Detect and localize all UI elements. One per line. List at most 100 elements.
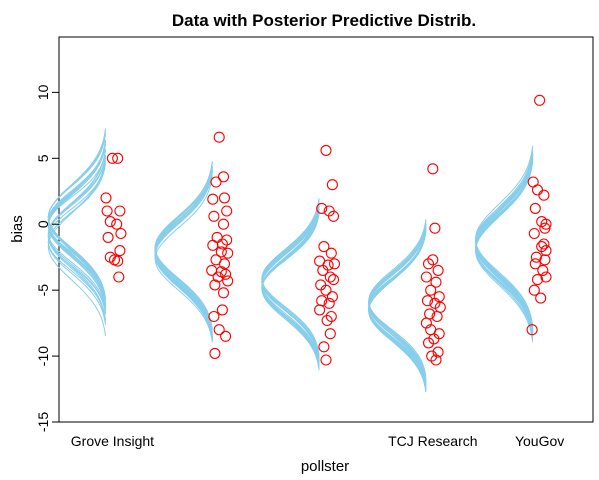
data-point (426, 350, 438, 362)
posterior-curves (47, 128, 534, 393)
posterior-curve (261, 206, 320, 369)
data-point (531, 184, 544, 196)
x-tick-label: TCJ Research (388, 433, 477, 449)
posterior-curve (154, 170, 213, 341)
data-point (217, 171, 230, 183)
data-point (528, 227, 540, 240)
data-point (420, 271, 432, 283)
y-tick-label: -5 (35, 284, 51, 297)
posterior-curve (47, 134, 106, 300)
data-point (430, 354, 442, 366)
posterior-curve (474, 154, 534, 330)
data-point (427, 163, 439, 175)
data-point (222, 247, 234, 259)
data-point (216, 304, 228, 316)
posterior-curve (154, 167, 213, 334)
posterior-curve (474, 159, 534, 343)
data-point (317, 264, 329, 276)
data-point (421, 295, 434, 307)
data-point (212, 271, 224, 283)
y-tick-label: -10 (35, 346, 51, 366)
data-point (538, 189, 550, 201)
data-point (432, 264, 444, 276)
data-point (210, 176, 222, 188)
posterior-curve (261, 198, 320, 361)
data-point (221, 234, 233, 246)
y-tick-label: -15 (35, 412, 51, 432)
posterior-curve (47, 163, 106, 321)
data-point (208, 310, 220, 323)
y-tick-label: 5 (35, 154, 51, 162)
data-point (432, 346, 444, 358)
data-point (207, 239, 219, 251)
data-point (540, 271, 552, 283)
data-point (215, 246, 227, 258)
data-point (539, 222, 551, 234)
data-point (101, 205, 113, 217)
posterior-curve (154, 166, 213, 330)
data-point (315, 279, 327, 291)
data-point (112, 255, 124, 267)
data-point (208, 210, 220, 222)
data-point (324, 328, 336, 340)
posterior-curve (368, 223, 427, 381)
data-point (529, 258, 541, 270)
data-point (323, 297, 335, 309)
y-tick-label: 0 (35, 220, 51, 228)
data-point (320, 354, 332, 366)
data-point (537, 264, 549, 276)
data-points (100, 94, 552, 366)
data-point (430, 276, 442, 288)
data-point (209, 279, 221, 291)
data-point (217, 218, 230, 230)
data-point (318, 241, 330, 253)
data-point (325, 310, 337, 323)
posterior-curve (261, 201, 320, 355)
data-point (540, 245, 552, 257)
data-point (528, 284, 540, 296)
x-tick-label: Grove Insight (71, 433, 154, 449)
data-point (104, 216, 116, 228)
data-point (429, 222, 441, 234)
posterior-curve (474, 154, 534, 332)
data-point (316, 202, 328, 214)
data-point (536, 241, 548, 253)
data-point (111, 218, 123, 230)
posterior-curve (261, 203, 320, 357)
data-point (320, 144, 332, 156)
data-point (213, 131, 225, 143)
data-point (427, 254, 439, 266)
posterior-curve (47, 154, 106, 312)
data-point (222, 275, 234, 287)
data-point (102, 231, 114, 243)
posterior-curve (368, 220, 427, 383)
data-point (213, 324, 225, 336)
data-point (206, 264, 218, 276)
posterior-curve (154, 167, 213, 337)
x-axis: Grove Insight TCJ Research YouGov (71, 433, 564, 449)
posterior-curve (474, 158, 534, 341)
posterior-curve (261, 207, 320, 371)
x-axis-label: pollster (301, 458, 349, 475)
data-point (531, 274, 544, 286)
data-point (526, 324, 538, 336)
data-point (220, 268, 232, 280)
data-point (115, 227, 127, 240)
posterior-curve (261, 213, 320, 363)
data-point (328, 258, 341, 270)
data-point (425, 284, 437, 296)
data-point (530, 251, 542, 263)
data-point (207, 193, 219, 205)
y-axis-label: bias (9, 215, 26, 243)
posterior-curve (368, 228, 427, 387)
data-point (322, 259, 334, 271)
data-point (538, 238, 550, 250)
data-point (218, 192, 231, 204)
data-point (314, 304, 326, 316)
data-point (217, 287, 230, 299)
data-point (324, 271, 336, 283)
data-point (320, 284, 332, 296)
y-tick-label: 10 (35, 84, 51, 100)
data-point (534, 94, 546, 106)
